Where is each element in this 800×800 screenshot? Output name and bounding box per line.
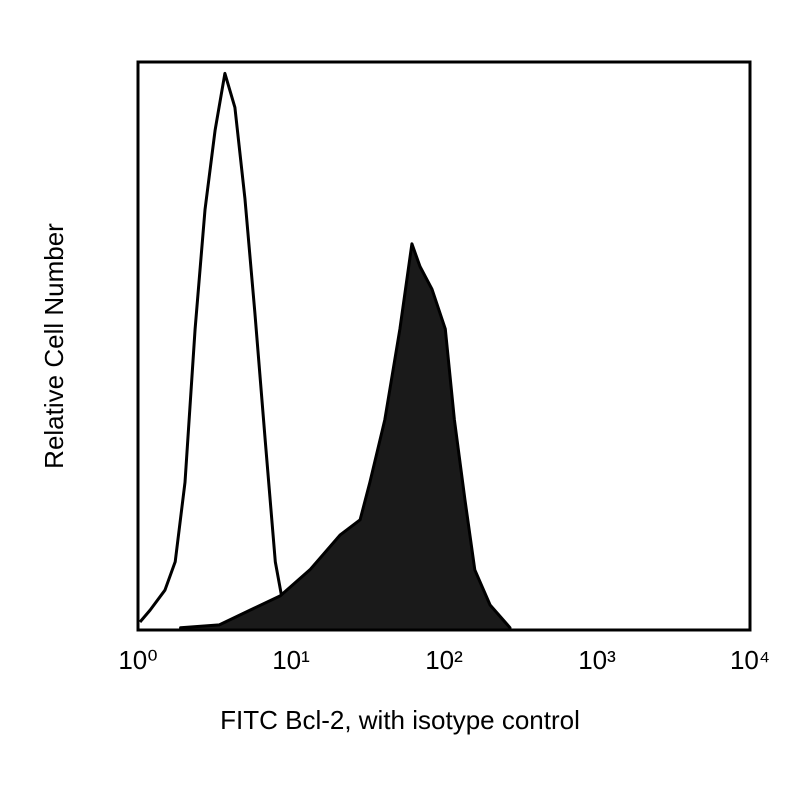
y-axis-label: Relative Cell Number	[39, 223, 69, 469]
x-tick-label: 10⁰	[118, 645, 157, 675]
x-tick-label: 10¹	[272, 645, 310, 675]
outline-histogram	[138, 71, 297, 629]
x-axis-label: FITC Bcl-2, with isotype control	[220, 705, 580, 735]
plot-frame	[136, 60, 752, 632]
filled-histogram	[179, 242, 512, 632]
x-tick-label: 10⁴	[730, 645, 770, 675]
x-tick-label: 10²	[425, 645, 463, 675]
x-tick-label: 10³	[578, 645, 616, 675]
